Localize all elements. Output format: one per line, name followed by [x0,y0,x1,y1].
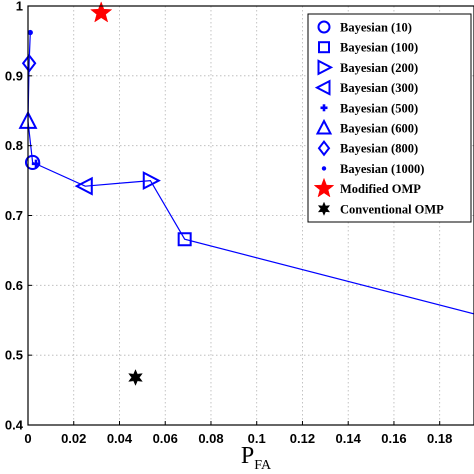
marker-diamond [317,140,331,157]
x-tick-label: 0.08 [198,431,223,446]
legend-label: Bayesian (10) [340,21,412,35]
y-tick-label: 0.5 [5,348,23,363]
x-tick-label: 0.04 [107,431,133,446]
bayesian-curve-line [27,32,474,315]
marker-triangle-right [142,171,161,191]
legend: Bayesian (10) Bayesian (100) Bayesian (200… [307,13,472,223]
y-tick-label: 0.6 [5,278,23,293]
marker-triangle-left [314,79,331,96]
legend-item: Bayesian (100) [318,41,418,55]
marker-star [90,1,113,23]
x-tick-label: 0.18 [427,431,452,446]
legend-item: Bayesian (1000) [321,162,424,176]
legend-marker [314,79,331,96]
legend-item: Bayesian (10) [317,20,412,35]
data-point-marker [177,232,192,247]
bayesian-curve [27,32,474,315]
x-tick-label: 0.14 [336,431,362,446]
marker-hexagram [317,201,331,216]
x-tick-label: 0.16 [381,431,406,446]
marker-triangle-right [317,59,334,76]
marker-diamond [21,53,37,73]
marker-circle [317,20,331,34]
legend-marker [320,104,328,112]
data-point-marker [24,154,41,171]
legend-label: Bayesian (600) [340,122,418,136]
legend-marker [315,118,333,135]
axis-ticks: 0 0.02 0.04 0.06 0.08 0.1 0.12 0.14 0.16 0.18 0.4 0… [5,0,452,446]
x-tick-label: 0.02 [61,431,86,446]
legend-item: Bayesian (600) [315,118,418,136]
marker-star [313,177,335,198]
legend-marker [318,41,330,54]
data-point-marker [74,176,93,196]
data-point-marker [90,1,113,23]
legend-box [307,13,472,223]
marker-hexagram [128,369,143,386]
y-tick-label: 0.4 [5,418,24,433]
marker-circle [24,154,41,171]
legend-marker [321,166,327,171]
legend-item: Conventional OMP [317,201,444,216]
legend-item: Modified OMP [313,177,421,198]
x-axis-title-main: P [241,443,254,469]
marker-triangle-left [74,176,93,196]
x-tick-label: 0.1 [248,431,266,446]
data-point-marker [27,29,33,36]
legend-item: Bayesian (300) [314,79,418,96]
legend-item: Bayesian (800) [317,140,418,157]
legend-label: Bayesian (200) [340,61,418,75]
marker-square [318,41,330,54]
legend-label: Modified OMP [340,182,421,196]
legend-item: Bayesian (200) [317,59,418,76]
legend-label: Bayesian (1000) [340,162,424,176]
x-axis-title-subscript: FA [254,458,272,473]
legend-item: Bayesian (500) [320,101,418,115]
legend-label: Bayesian (100) [340,41,418,55]
x-tick-label: 0.06 [153,431,178,446]
x-tick-label: 0 [24,431,31,446]
legend-marker [313,177,335,198]
marker-triangle-up [315,118,333,135]
legend-label: Bayesian (500) [340,101,418,115]
marker-dot [27,29,33,36]
legend-label: Bayesian (300) [340,81,418,95]
marker-dot [321,166,327,171]
legend-label: Conventional OMP [340,202,444,216]
x-axis-title: PFA [241,443,272,473]
legend-label: Bayesian (800) [340,142,418,156]
data-point-marker [31,159,41,169]
legend-marker [317,59,334,76]
marker-square [177,232,192,247]
y-tick-label: 0.8 [5,138,23,153]
y-tick-label: 0.9 [5,68,23,83]
data-point-marker [142,171,161,191]
y-tick-label: 1 [16,0,23,14]
x-tick-label: 0.12 [290,431,315,446]
data-markers [18,1,192,386]
legend-marker [317,201,331,216]
data-point-marker [21,53,37,73]
y-tick-label: 0.7 [5,208,23,223]
data-point-marker [128,369,143,386]
legend-marker [317,20,331,34]
legend-marker [317,140,331,157]
